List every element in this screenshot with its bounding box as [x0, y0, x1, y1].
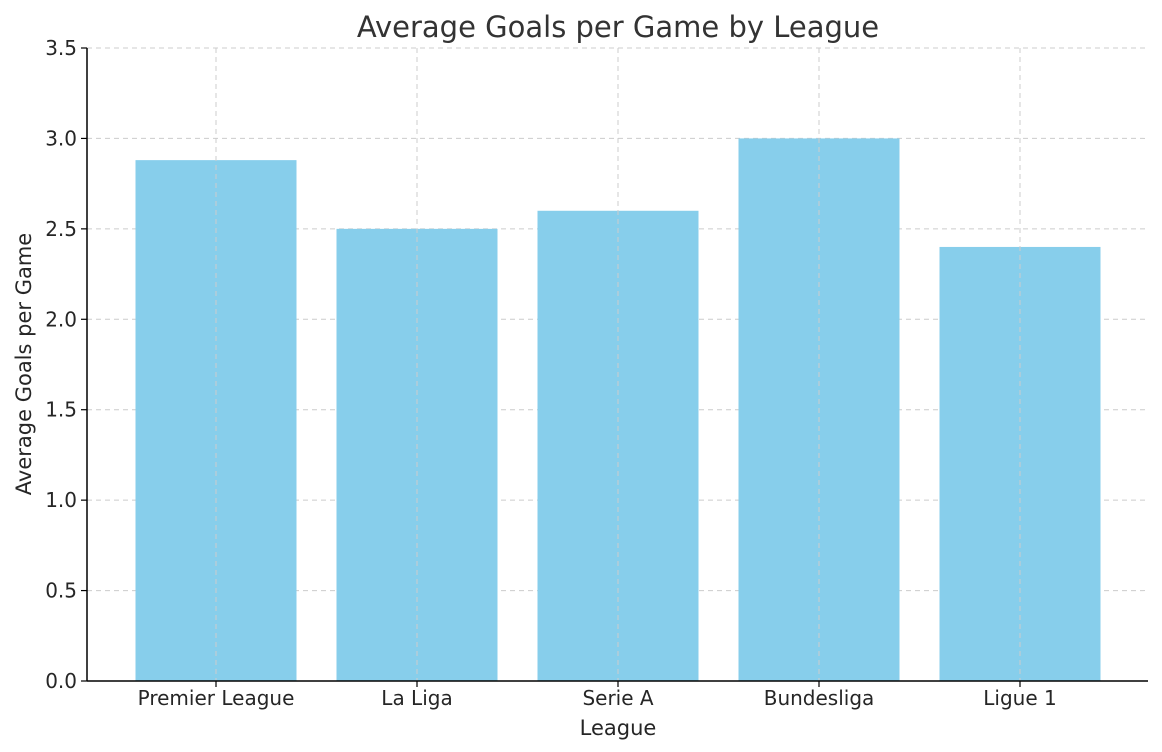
x-ticks: Premier League La Liga Serie A Bundesliga Li… — [138, 681, 1057, 710]
x-axis-label: League — [580, 716, 657, 740]
x-tick-label: Serie A — [582, 686, 653, 710]
y-tick-label: 3.5 — [45, 36, 77, 60]
chart-title: Average Goals per Game by League — [357, 10, 879, 44]
y-tick-label: 1.0 — [45, 488, 77, 512]
x-tick-label: Premier League — [138, 686, 295, 710]
y-tick-label: 0.0 — [45, 669, 77, 693]
x-tick-label: La Liga — [381, 686, 452, 710]
y-tick-label: 0.5 — [45, 579, 77, 603]
x-tick-label: Bundesliga — [764, 686, 875, 710]
y-tick-label: 2.5 — [45, 217, 77, 241]
y-tick-label: 3.0 — [45, 126, 77, 150]
y-axis-label: Average Goals per Game — [12, 233, 36, 495]
y-tick-label: 2.0 — [45, 307, 77, 331]
x-tick-label: Ligue 1 — [983, 686, 1056, 710]
y-tick-label: 1.5 — [45, 398, 77, 422]
y-ticks: 0.0 0.5 1.0 1.5 2.0 2.5 3.0 3.5 — [45, 36, 87, 693]
bars — [135, 48, 1101, 682]
